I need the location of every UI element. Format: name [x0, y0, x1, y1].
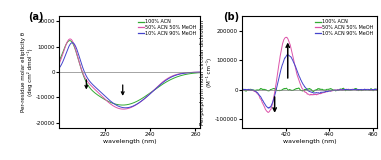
Text: (b): (b) [223, 12, 239, 21]
Legend: 100% ACN, 50% ACN 50% MeOH, 10% ACN 90% MeOH: 100% ACN, 50% ACN 50% MeOH, 10% ACN 90% … [314, 18, 375, 37]
Legend: 100% ACN, 50% ACN 50% MeOH, 10% ACN 90% MeOH: 100% ACN, 50% ACN 50% MeOH, 10% ACN 90% … [137, 18, 198, 37]
Text: (a): (a) [28, 12, 43, 21]
X-axis label: wavelength (nm): wavelength (nm) [103, 139, 156, 144]
Y-axis label: Per-residue molar ellipticity θ
(deg cm² dmol⁻¹): Per-residue molar ellipticity θ (deg cm²… [21, 32, 33, 112]
Y-axis label: Per-porphyrin molar circular dichroism
(M⁻¹ cm⁻¹): Per-porphyrin molar circular dichroism (… [200, 19, 212, 125]
X-axis label: wavelength (nm): wavelength (nm) [283, 139, 336, 144]
